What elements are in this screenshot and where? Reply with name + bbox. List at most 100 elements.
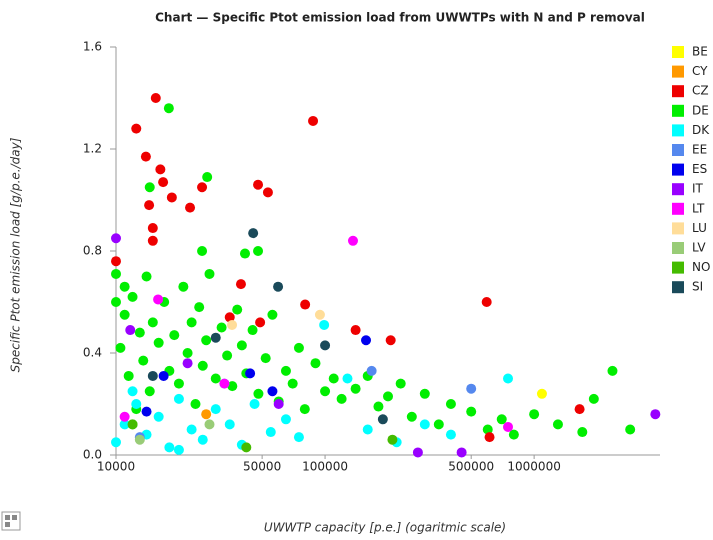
point bbox=[123, 370, 134, 381]
point bbox=[182, 348, 193, 358]
point bbox=[574, 404, 585, 415]
legend-label: LU bbox=[692, 221, 707, 235]
point bbox=[319, 319, 330, 330]
point bbox=[308, 115, 319, 126]
point bbox=[111, 256, 121, 267]
point bbox=[119, 411, 130, 422]
point bbox=[293, 342, 304, 353]
legend-label: NO bbox=[692, 260, 710, 274]
point bbox=[265, 427, 276, 438]
point bbox=[197, 182, 208, 193]
point bbox=[607, 365, 618, 376]
x-tick-label: 500000 bbox=[448, 460, 494, 474]
point bbox=[232, 304, 243, 315]
point bbox=[320, 386, 331, 397]
point bbox=[219, 378, 230, 389]
series-11 bbox=[127, 419, 398, 453]
point bbox=[342, 373, 353, 384]
point bbox=[385, 335, 396, 346]
point bbox=[173, 444, 184, 455]
series-10 bbox=[134, 419, 215, 445]
point bbox=[387, 434, 398, 445]
y-axis-label: Specific Ptot emission load [g/p.e./day] bbox=[9, 137, 23, 372]
point bbox=[111, 268, 121, 279]
point bbox=[552, 419, 563, 430]
point bbox=[141, 406, 152, 417]
legend-swatch bbox=[672, 104, 684, 117]
point bbox=[496, 414, 507, 425]
point bbox=[419, 419, 430, 430]
series-1 bbox=[111, 319, 514, 455]
point bbox=[247, 325, 258, 336]
point bbox=[249, 399, 260, 409]
point bbox=[314, 309, 325, 320]
point bbox=[373, 401, 384, 412]
legend-swatch bbox=[672, 261, 684, 274]
point bbox=[300, 299, 311, 310]
point bbox=[650, 409, 661, 420]
series-9 bbox=[227, 309, 325, 330]
legend-label: DE bbox=[692, 103, 709, 117]
point bbox=[158, 177, 169, 188]
point bbox=[144, 200, 155, 211]
point bbox=[508, 429, 519, 440]
x-axis-label: UWWTP capacity [p.e.] (ogaritmic scale) bbox=[264, 521, 506, 535]
point bbox=[287, 378, 298, 389]
x-tick-label: 1000000 bbox=[507, 460, 560, 474]
point bbox=[445, 429, 456, 440]
point bbox=[350, 325, 361, 336]
point bbox=[503, 421, 514, 432]
point bbox=[503, 373, 514, 384]
legend-swatch bbox=[672, 163, 684, 176]
legend-label: IT bbox=[692, 182, 704, 196]
point bbox=[224, 312, 235, 323]
point bbox=[260, 353, 271, 364]
series-0 bbox=[111, 103, 636, 440]
legend-label: LT bbox=[692, 201, 705, 215]
point bbox=[577, 427, 588, 438]
point bbox=[280, 414, 291, 425]
point bbox=[111, 233, 121, 244]
point bbox=[299, 404, 310, 415]
series-12 bbox=[147, 228, 388, 425]
point bbox=[185, 202, 196, 213]
point bbox=[412, 447, 423, 458]
point bbox=[588, 393, 599, 404]
point bbox=[178, 281, 189, 292]
point bbox=[153, 294, 164, 305]
point bbox=[267, 386, 278, 397]
point bbox=[406, 411, 417, 422]
point bbox=[456, 447, 467, 458]
point bbox=[173, 378, 184, 389]
legend-label: BE bbox=[692, 45, 708, 59]
point bbox=[210, 332, 221, 343]
point bbox=[529, 409, 540, 420]
series-6 bbox=[141, 335, 372, 417]
legend-swatch bbox=[672, 124, 684, 137]
point bbox=[273, 281, 284, 292]
point bbox=[245, 368, 256, 379]
point bbox=[140, 151, 151, 162]
point bbox=[163, 103, 174, 114]
legend-label: CZ bbox=[692, 84, 709, 98]
point bbox=[147, 223, 158, 234]
point bbox=[235, 279, 246, 290]
point bbox=[419, 388, 430, 399]
y-tick-label: 0.8 bbox=[83, 244, 102, 258]
legend-swatch bbox=[672, 222, 684, 235]
point bbox=[253, 388, 264, 399]
point bbox=[141, 271, 152, 282]
point bbox=[484, 432, 495, 443]
point bbox=[144, 182, 155, 193]
point bbox=[166, 192, 177, 203]
point bbox=[280, 365, 291, 376]
point bbox=[201, 409, 212, 420]
point bbox=[236, 340, 247, 351]
legend-label: ES bbox=[692, 162, 707, 176]
legend-swatch bbox=[672, 242, 684, 254]
point bbox=[119, 281, 130, 292]
chart-title: Chart — Specific Ptot emission load from… bbox=[155, 11, 645, 25]
point bbox=[169, 330, 180, 341]
point bbox=[395, 378, 406, 389]
point bbox=[253, 179, 264, 190]
